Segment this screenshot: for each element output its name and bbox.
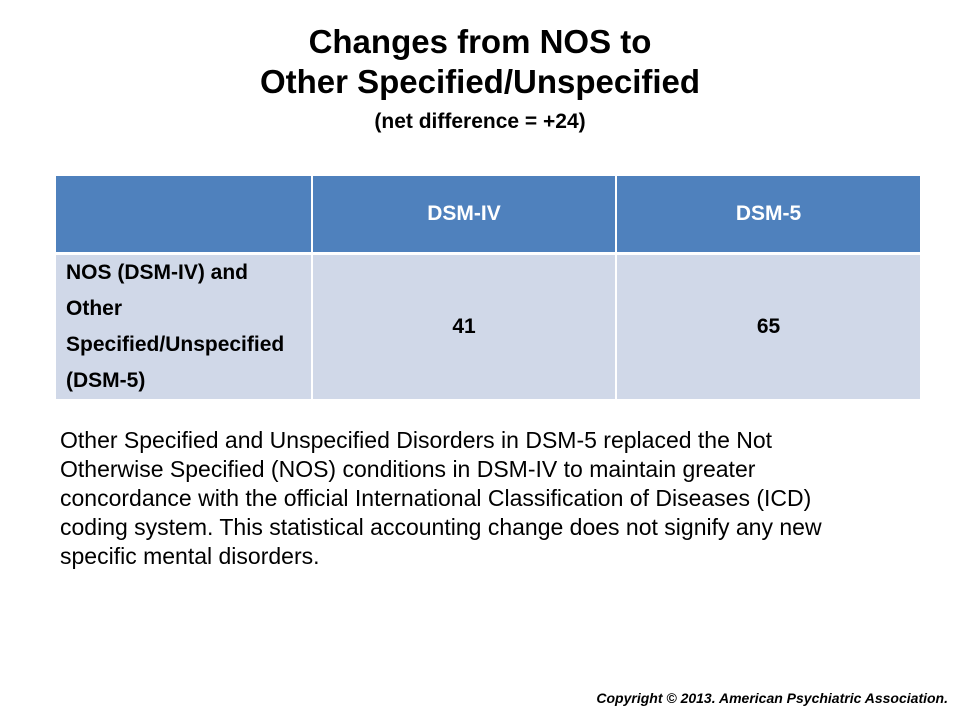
title-subtitle: (net difference = +24) xyxy=(374,110,586,133)
header-empty-cell xyxy=(56,176,312,255)
slide-title: Changes from NOS to Other Specified/Unsp… xyxy=(0,22,960,136)
cell-dsm-5-value: 65 xyxy=(615,253,920,399)
table-header-row: DSM-IV DSM-5 xyxy=(56,176,920,255)
cell-dsm-iv-value: 41 xyxy=(311,253,616,399)
title-line-2: Other Specified/Unspecified xyxy=(259,63,701,100)
row-label: NOS (DSM-IV) and Other Specified/Unspeci… xyxy=(56,253,312,399)
body-paragraph: Other Specified and Unspecified Disorder… xyxy=(60,427,822,569)
header-dsm-iv: DSM-IV xyxy=(311,176,616,255)
comparison-table: DSM-IV DSM-5 NOS (DSM-IV) and Other Spec… xyxy=(56,176,920,399)
header-dsm-5: DSM-5 xyxy=(615,176,920,255)
title-line-1: Changes from NOS to xyxy=(308,23,652,60)
copyright-notice: Copyright © 2013. American Psychiatric A… xyxy=(596,690,948,706)
table-row: NOS (DSM-IV) and Other Specified/Unspeci… xyxy=(56,253,920,399)
